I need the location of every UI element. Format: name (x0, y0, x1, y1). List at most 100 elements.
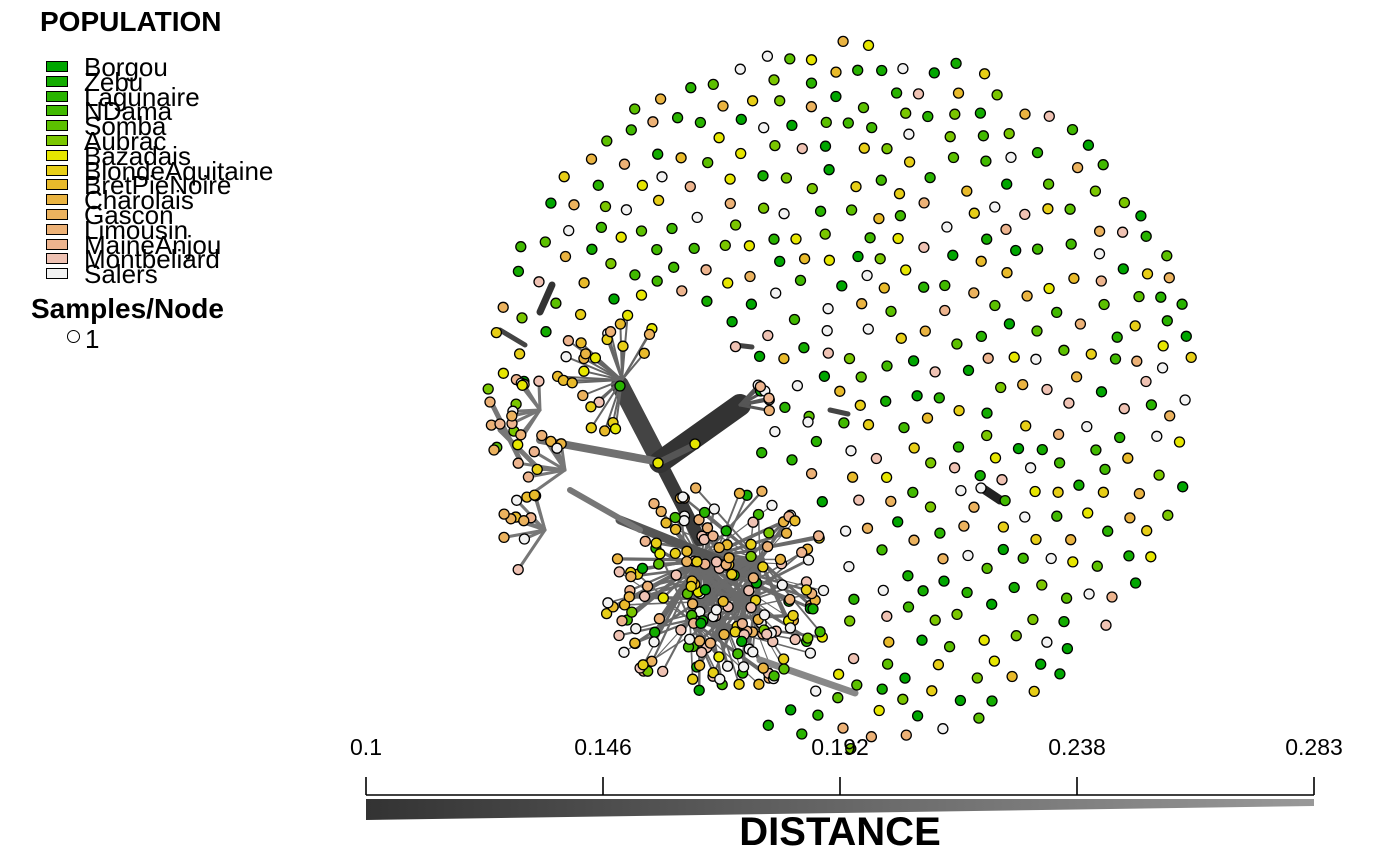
network-node (1019, 108, 1031, 120)
network-node (655, 505, 667, 518)
network-node (601, 135, 613, 147)
network-node (1053, 457, 1066, 469)
network-node (1131, 355, 1143, 367)
network-node (719, 239, 731, 252)
network-node (494, 418, 506, 430)
network-node (900, 729, 912, 741)
network-node (1090, 444, 1102, 456)
network-node (1051, 306, 1063, 319)
network-node (761, 50, 774, 62)
network-node (761, 540, 774, 553)
network-node (1129, 577, 1142, 589)
network-node (536, 429, 548, 442)
network-node (880, 471, 893, 484)
network-node (668, 261, 680, 273)
network-node (787, 609, 799, 622)
network-node (511, 494, 523, 506)
network-edge (827, 407, 851, 417)
network-node (613, 566, 625, 578)
network-node (800, 584, 813, 596)
network-node (853, 494, 865, 506)
network-node (962, 549, 974, 562)
network-node (911, 710, 924, 722)
network-node (602, 597, 614, 609)
network-node (637, 659, 649, 671)
network-node (559, 250, 572, 263)
network-node (830, 66, 842, 78)
network-node (686, 598, 699, 610)
network-node (732, 648, 744, 660)
network-node (796, 546, 808, 559)
network-node (701, 295, 713, 307)
network-node (857, 101, 870, 114)
network-node (726, 568, 738, 581)
network-node (528, 489, 541, 501)
network-node (614, 380, 626, 392)
network-node (899, 672, 911, 684)
network-node (482, 383, 494, 395)
network-node (654, 93, 667, 105)
network-node (1019, 208, 1031, 221)
network-node (883, 636, 895, 648)
network-node (919, 325, 931, 337)
network-node (550, 297, 562, 309)
network-node (648, 497, 660, 510)
network-node (975, 330, 988, 343)
network-node (605, 257, 617, 270)
network-nodes (482, 35, 1197, 755)
network-node (1073, 479, 1085, 491)
network-node (823, 254, 836, 266)
network-node (902, 601, 915, 613)
network-node (1041, 636, 1053, 648)
network-node (1141, 268, 1154, 280)
network-node (1067, 556, 1079, 568)
network-node (599, 200, 612, 213)
network-node (794, 274, 807, 287)
network-node (807, 603, 819, 615)
network-node (953, 404, 965, 417)
network-node (843, 560, 855, 573)
network-node (630, 623, 642, 635)
legend-label: Lagunaire (84, 81, 200, 112)
network-node (908, 534, 920, 546)
network-node (1083, 588, 1095, 600)
network-node (666, 222, 678, 235)
network-node (636, 562, 649, 575)
network-node (592, 179, 604, 191)
network-node (681, 555, 693, 568)
network-node (817, 584, 830, 597)
samples-per-node-value: 1 (85, 324, 100, 354)
network-node (834, 385, 846, 397)
legend-label: Borgou (84, 52, 168, 82)
network-node (1133, 487, 1146, 500)
network-node (932, 659, 945, 671)
network-node (735, 147, 747, 160)
network-node (856, 298, 868, 310)
network-node (1008, 351, 1020, 363)
legend-title: POPULATION (40, 6, 222, 37)
network-node (951, 608, 963, 621)
network-node (986, 695, 998, 707)
network-node (643, 328, 656, 341)
network-node (1052, 428, 1065, 441)
network-node (497, 367, 510, 379)
network-node (1003, 318, 1016, 330)
legend-swatch (46, 268, 68, 280)
network-node (805, 467, 818, 480)
network-node (700, 264, 712, 276)
network-node (1029, 485, 1041, 498)
network-node (635, 225, 648, 237)
network-node (1027, 613, 1039, 626)
network-node (586, 243, 598, 255)
network-node (805, 101, 818, 113)
legend-label: Bazadais (84, 140, 191, 171)
network-node (845, 742, 857, 755)
network-node (698, 506, 711, 519)
network-node (988, 655, 1001, 667)
network-node (907, 486, 919, 499)
network-node (822, 303, 834, 315)
network-node (1065, 238, 1077, 250)
network-node (843, 352, 856, 365)
network-node (518, 515, 530, 527)
network-node (1020, 420, 1032, 432)
